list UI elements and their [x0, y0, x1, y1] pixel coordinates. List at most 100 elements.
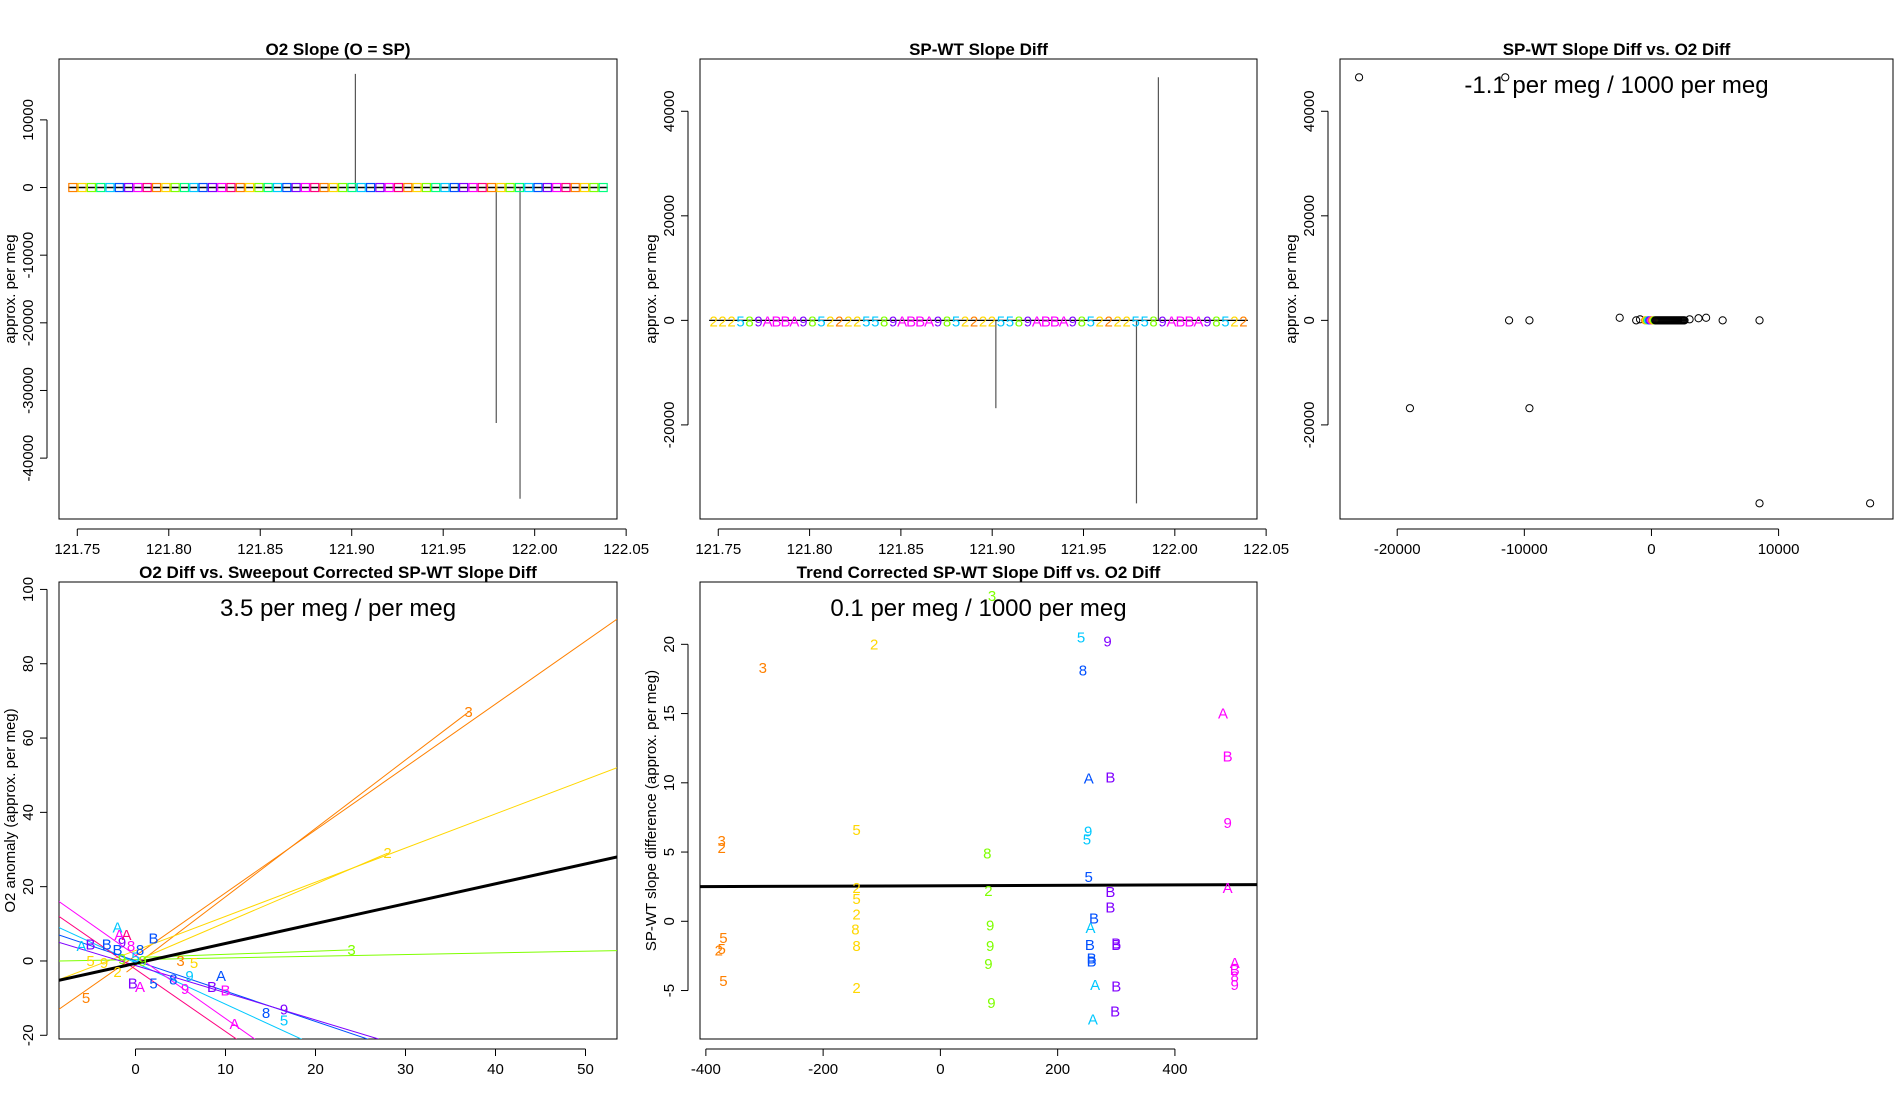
data-marker: A: [924, 313, 934, 330]
data-marker: 9: [1158, 313, 1166, 330]
data-point: [1755, 499, 1764, 508]
y-axis-label: approx. per meg: [2, 234, 19, 343]
point-label: 5: [718, 941, 726, 958]
y-tick-label: 10000: [20, 99, 37, 141]
data-marker: 2: [718, 313, 726, 330]
data-marker: 5: [997, 313, 1005, 330]
data-marker: 2: [835, 313, 843, 330]
data-marker: 2: [844, 313, 852, 330]
data-marker: B: [780, 313, 790, 330]
data-marker: A: [897, 313, 907, 330]
data-marker: 8: [1015, 313, 1023, 330]
point-label: 9: [986, 917, 994, 934]
x-tick-label: 121.85: [237, 541, 283, 558]
x-tick-label: 30: [397, 1061, 414, 1078]
point-label: 8: [1079, 663, 1087, 680]
data-point: [1354, 73, 1364, 82]
y-axis-label: approx. per meg: [1283, 234, 1300, 343]
group-fit-line: [126, 711, 469, 973]
data-marker: 8: [1149, 313, 1157, 330]
data-marker: A: [1059, 313, 1069, 330]
point-label: 2: [852, 906, 860, 923]
point-label: A: [1223, 880, 1233, 897]
x-tick-label: 122.00: [512, 541, 558, 558]
y-tick-label: -40000: [20, 435, 37, 482]
series-lines: [59, 618, 617, 1039]
point-label: B: [1105, 899, 1115, 916]
data-marker: B: [915, 313, 925, 330]
point-label: B: [1230, 962, 1240, 979]
data-point: [1702, 313, 1711, 322]
y-tick-label: 40000: [661, 90, 678, 132]
point-label: 5: [719, 973, 727, 990]
y-tick-label: 0: [20, 957, 37, 965]
point-label: 8: [262, 1005, 270, 1022]
point-label: 5: [190, 955, 198, 972]
point-label: 8: [136, 942, 144, 959]
x-tick-label: 400: [1162, 1061, 1187, 1078]
point-label: 5: [86, 953, 94, 970]
group-fit-line: [59, 767, 617, 981]
point-label: A: [1230, 955, 1240, 972]
point-label: B: [1087, 951, 1097, 968]
point-label: 8: [983, 845, 991, 862]
y-tick-label: 0: [661, 316, 678, 324]
y-tick-label: -20000: [20, 299, 37, 346]
point-label: A: [121, 927, 131, 944]
data-marker: 9: [799, 313, 807, 330]
point-label: 5: [131, 949, 139, 966]
data-marker: [272, 182, 283, 193]
point-label: 9: [118, 934, 126, 951]
data-marker: 2: [979, 313, 987, 330]
point-label: 5: [719, 930, 727, 947]
data-marker: 8: [808, 313, 816, 330]
x-tick-label: 121.80: [787, 541, 833, 558]
data-marker: 5: [817, 313, 825, 330]
data-marker: [477, 182, 487, 193]
point-label: 8: [852, 938, 860, 955]
point-label: 5: [82, 990, 90, 1007]
x-tick-label: 10: [217, 1061, 234, 1078]
point-label: 9: [1103, 634, 1111, 651]
point-label: B: [1110, 1003, 1120, 1020]
x-tick-label: 0: [936, 1061, 944, 1078]
chart-title: SP-WT Slope Diff vs. O2 Diff: [1503, 40, 1731, 59]
point-label: 2: [852, 880, 860, 897]
data-marker: [468, 182, 478, 193]
data-marker: [570, 182, 580, 193]
data-marker: [207, 182, 217, 193]
point-label: 9: [118, 951, 126, 968]
data-marker: 2: [961, 313, 969, 330]
point-label: A: [1085, 920, 1095, 937]
point-label: 5: [149, 975, 157, 992]
y-tick-label: -20000: [661, 402, 678, 449]
data-marker: 8: [745, 313, 753, 330]
data-marker: 5: [1131, 313, 1139, 330]
group-fit-line: [59, 927, 303, 1039]
point-label: B: [128, 975, 138, 992]
x-tick-label: 121.90: [969, 541, 1015, 558]
data-marker: 2: [1230, 313, 1238, 330]
data-marker: 2: [1114, 313, 1122, 330]
x-tick-label: 0: [131, 1061, 139, 1078]
y-tick-label: 0: [1301, 316, 1318, 324]
y-tick-label: -10000: [20, 232, 37, 279]
y-tick-label: 40000: [1301, 90, 1318, 132]
data-marker: [421, 182, 431, 193]
x-tick-label: 121.95: [1061, 541, 1107, 558]
data-marker: 8: [1078, 313, 1086, 330]
plot-frame: [58, 58, 618, 520]
data-marker: A: [1193, 313, 1203, 330]
data-marker: A: [789, 313, 799, 330]
data-marker: [338, 182, 348, 193]
point-label: 2: [984, 883, 992, 900]
point-label: B: [85, 936, 95, 953]
data-marker: 8: [1212, 313, 1220, 330]
data-marker: [300, 182, 311, 193]
data-marker: A: [1167, 313, 1177, 330]
x-tick-label: 200: [1045, 1061, 1070, 1078]
data-marker: 9: [754, 313, 762, 330]
group-fit-line: [59, 901, 256, 1039]
chart-title: O2 Slope (O = SP): [265, 40, 410, 59]
data-marker: B: [771, 313, 781, 330]
